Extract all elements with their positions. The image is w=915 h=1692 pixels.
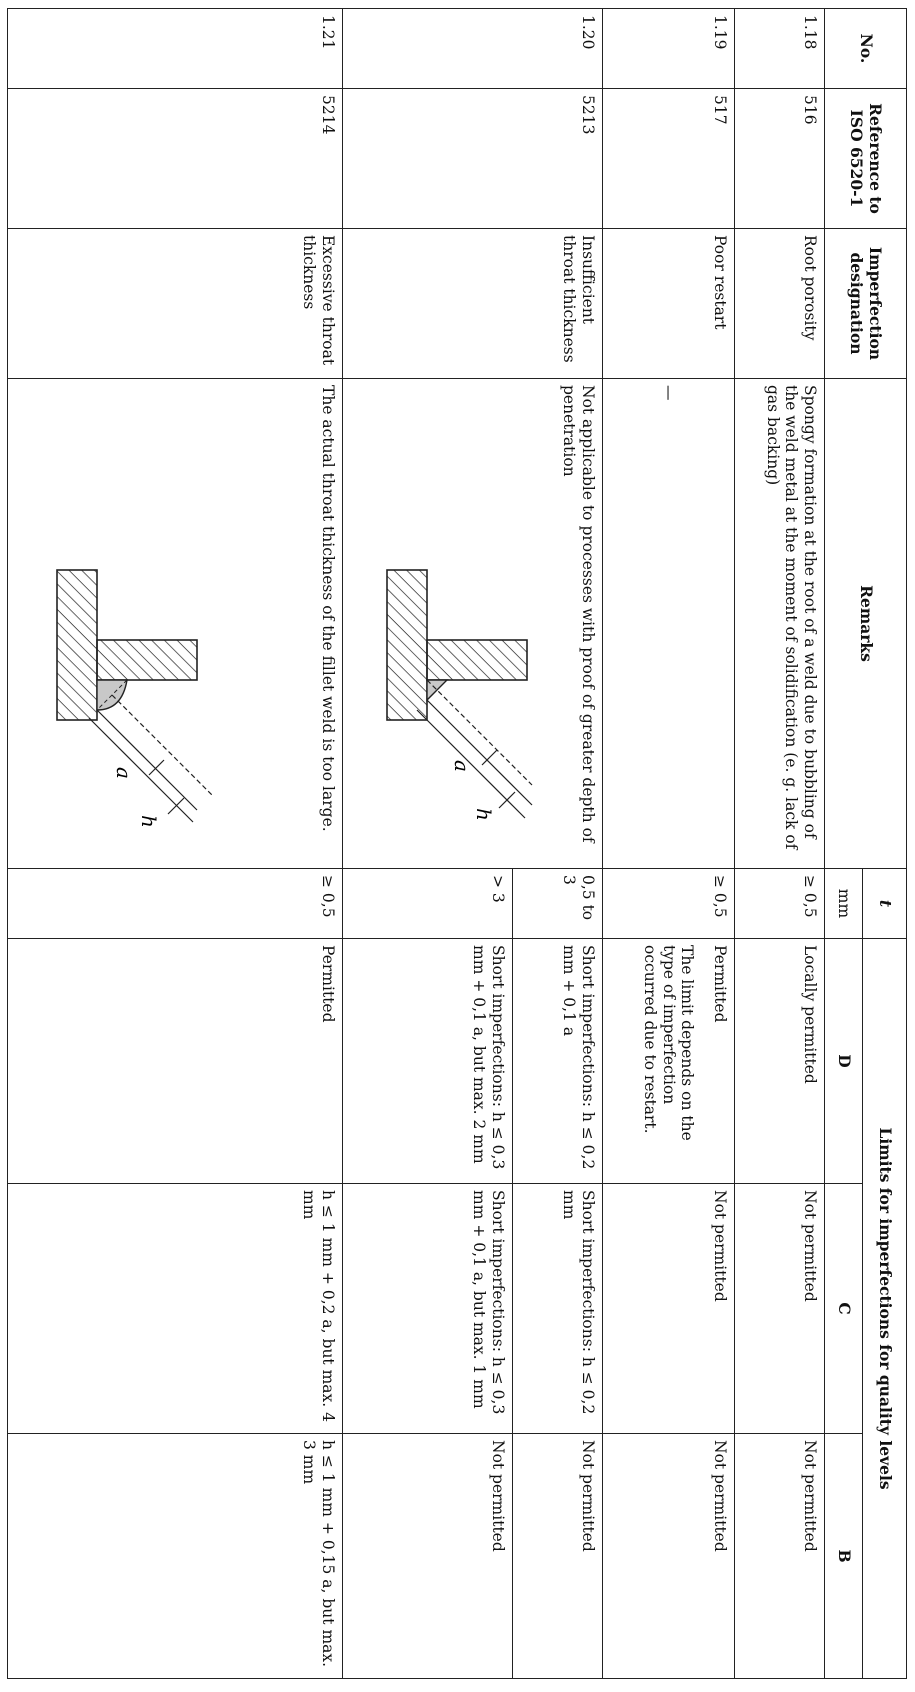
row-t: > 3 — [342, 868, 513, 939]
row-limit-d-note: The limit depends on the type of imperfe… — [641, 945, 697, 1141]
row-reference: 517 — [602, 88, 735, 229]
row-limit-b: Not permitted — [342, 1433, 513, 1679]
row-no: 1.20 — [342, 8, 603, 89]
row-remarks-text: The actual throat thickness of the fille… — [319, 385, 337, 832]
row-no: 1.21 — [7, 8, 343, 89]
row-limit-d-value: Permitted — [711, 945, 729, 1023]
table-row: 1.18 516 Root porosity Spongy formation … — [734, 8, 825, 1679]
row-reference: 5214 — [7, 88, 343, 229]
header-level-d: D — [824, 938, 863, 1184]
header-designation: Imperfection designation — [824, 228, 907, 379]
header-level-b: B — [824, 1433, 863, 1679]
row-t: 0,5 to 3 — [512, 868, 603, 939]
row-limit-b: Not permitted — [734, 1433, 825, 1679]
table-row: 1.20 5213 Insufficient throat thickness … — [342, 8, 603, 1679]
row-designation: Excessive throat thickness — [7, 228, 343, 379]
row-t: ≥ 0,5 — [7, 868, 343, 939]
row-reference: 516 — [734, 88, 825, 229]
row-limit-c: h ≤ 1 mm + 0,2 a, but max. 4 mm — [7, 1183, 343, 1434]
row-designation: Root porosity — [734, 228, 825, 379]
row-limit-b: Not permitted — [512, 1433, 603, 1679]
excessive-throat-figure: h a — [56, 569, 212, 828]
imperfections-table: No. Reference to ISO 6520-1 Imperfection… — [7, 8, 907, 1679]
row-limit-c: Not permitted — [602, 1183, 735, 1434]
row-no: 1.19 — [602, 8, 735, 89]
row-remarks: Spongy formation at the root of a weld d… — [734, 378, 825, 869]
fig-label-h: h — [472, 808, 496, 821]
header-reference: Reference to ISO 6520-1 — [824, 88, 907, 229]
header-t-unit: mm — [824, 868, 863, 939]
row-limit-d: Permitted The limit depends on the type … — [602, 938, 735, 1184]
header-no: No. — [824, 8, 907, 89]
row-limit-b: Not permitted — [602, 1433, 735, 1679]
insufficient-throat-figure: h a — [386, 569, 533, 821]
row-no: 1.18 — [734, 8, 825, 89]
row-limit-d: Permitted — [7, 938, 343, 1184]
row-limit-d: Short imperfections: h ≤ 0,2 mm + 0,1 a — [512, 938, 603, 1184]
table-row: 1.21 5214 Excessive throat thickness The… — [7, 8, 343, 1679]
row-remarks-text: Not applicable to processes with proof o… — [560, 385, 597, 843]
fig-label-h: h — [137, 815, 161, 828]
row-limit-c: Not permitted — [734, 1183, 825, 1434]
row-remarks: — — [602, 378, 735, 869]
row-designation: Insufficient throat thickness — [342, 228, 603, 379]
header-limits: Limits for imperfections for quality lev… — [862, 938, 907, 1679]
row-limit-d: Locally permitted — [734, 938, 825, 1184]
row-remarks: Not applicable to processes with proof o… — [342, 378, 603, 869]
header-level-c: C — [824, 1183, 863, 1434]
row-designation: Poor restart — [602, 228, 735, 379]
header-t: t — [862, 868, 907, 939]
row-reference: 5213 — [342, 88, 603, 229]
row-limit-c: Short imperfections: h ≤ 0,3 mm + 0,1 a,… — [342, 1183, 513, 1434]
row-t: ≥ 0,5 — [602, 868, 735, 939]
header-remarks: Remarks — [824, 378, 907, 869]
fig-label-a: a — [112, 767, 136, 779]
row-remarks: The actual throat thickness of the fille… — [7, 378, 343, 869]
table-row: 1.19 517 Poor restart — ≥ 0,5 Permitted … — [602, 8, 735, 1679]
row-limit-d: Short imperfections: h ≤ 0,3 mm + 0,1 a,… — [342, 938, 513, 1184]
row-limit-c: Short imperfections: h ≤ 0,2 mm — [512, 1183, 603, 1434]
row-t: ≥ 0,5 — [734, 868, 825, 939]
row-limit-b: h ≤ 1 mm + 0,15 a, but max. 3 mm — [7, 1433, 343, 1679]
fig-label-a: a — [450, 760, 474, 772]
